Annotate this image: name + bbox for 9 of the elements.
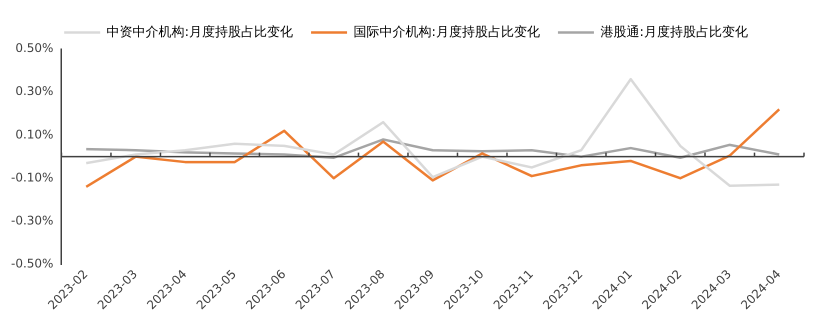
y-tick-label: 0.50% [15,41,54,56]
y-tick-label: -0.10% [11,170,54,184]
legend-label: 中资中介机构:月度持股占比变化 [106,24,294,40]
legend-label: 港股通:月度持股占比变化 [600,24,748,40]
y-tick-label: 0.10% [15,127,54,142]
y-tick-label: 0.30% [15,84,54,98]
y-tick-label: -0.50% [11,256,54,270]
legend-label: 国际中介机构:月度持股占比变化 [354,24,540,40]
y-tick-label: -0.30% [11,213,54,228]
